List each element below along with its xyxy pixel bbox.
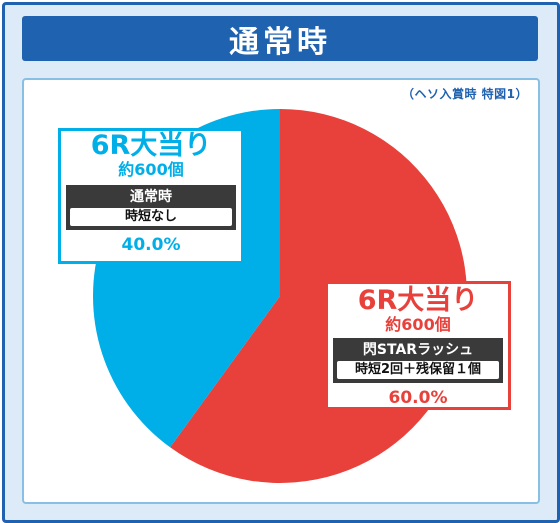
slice-label-red: 6R大当り 約600個 閃STARラッシュ 時短2回＋残保留１個 60.0%: [325, 281, 511, 410]
slice-label-title: 6R大当り: [90, 130, 212, 161]
slice-label-blue: 6R大当り 約600個 通常時 時短なし 40.0%: [58, 128, 244, 264]
slice-percent: 40.0%: [121, 235, 181, 255]
slice-mode-tag: 閃STARラッシュ 時短2回＋残保留１個: [333, 338, 503, 383]
chart-note: （ヘソ入賞時 特図1）: [401, 87, 528, 101]
slice-label-sub: 約600個: [118, 160, 184, 179]
chart-title: 通常時: [22, 16, 538, 61]
slice-detail: 時短なし: [70, 208, 232, 226]
slice-label-sub: 約600個: [385, 315, 451, 334]
slice-mode: 閃STARラッシュ: [362, 342, 474, 358]
slice-label-title: 6R大当り: [357, 285, 479, 316]
slice-mode: 通常時: [130, 189, 172, 205]
slice-percent: 60.0%: [388, 388, 448, 408]
slice-detail: 時短2回＋残保留１個: [337, 361, 499, 379]
slice-mode-tag: 通常時 時短なし: [66, 185, 236, 230]
